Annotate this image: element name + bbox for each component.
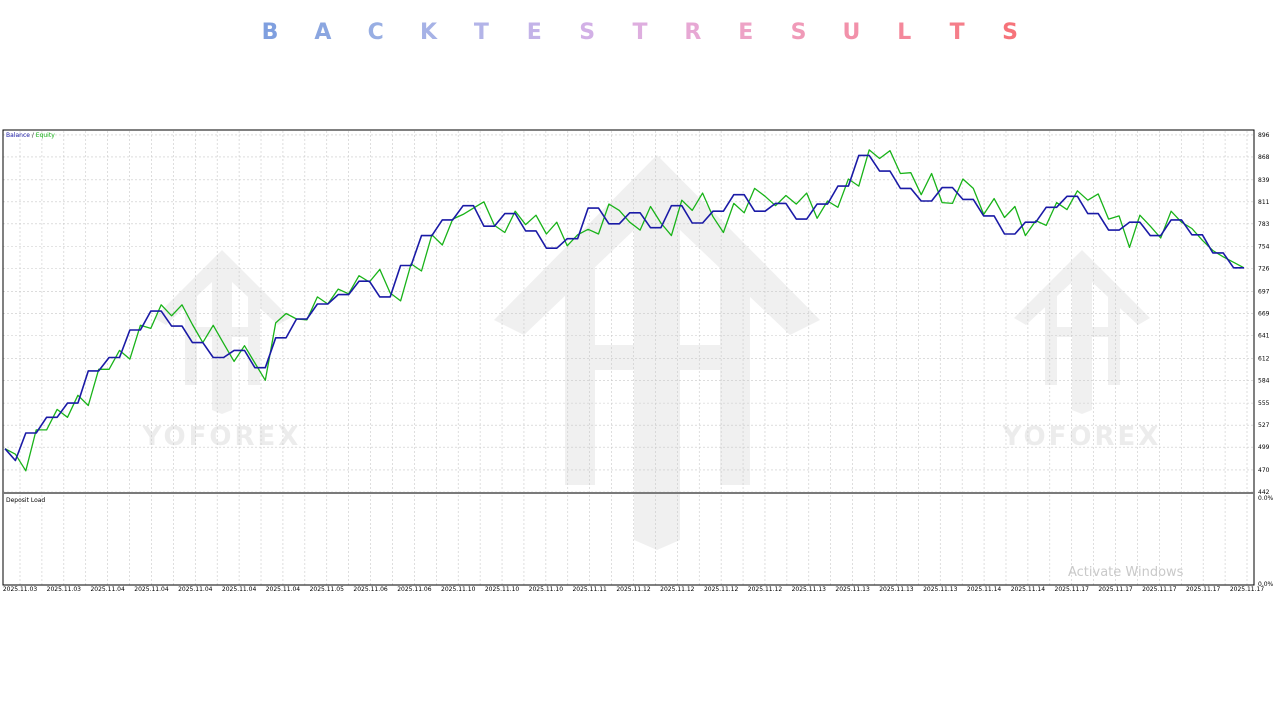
title-letter: S — [579, 20, 596, 45]
title-letter: T — [473, 20, 489, 45]
center-logo-watermark — [494, 155, 820, 550]
deposit-load-top-tick: 0.0% — [1258, 495, 1274, 502]
legend-separator: / — [30, 132, 36, 139]
x-tick-label: 2025.11.04 — [266, 586, 301, 593]
title-letter: K — [420, 20, 438, 45]
title-letter: C — [367, 20, 384, 45]
x-tick-label: 2025.11.14 — [967, 586, 1002, 593]
y-tick-label: 811 — [1258, 199, 1270, 206]
title-letter: E — [738, 20, 754, 45]
y-tick-label: 783 — [1258, 221, 1270, 228]
x-tick-label: 2025.11.04 — [134, 586, 169, 593]
x-tick-label: 2025.11.13 — [835, 586, 870, 593]
balance-line — [4, 154, 1244, 462]
title-letter: T — [632, 20, 648, 45]
x-tick-label: 2025.11.10 — [485, 586, 520, 593]
y-tick-label: 697 — [1258, 288, 1270, 295]
legend-equity: Equity — [36, 132, 55, 139]
x-tick-label: 2025.11.17 — [1230, 586, 1265, 593]
y-tick-label: 839 — [1258, 177, 1270, 184]
equity-line — [4, 149, 1245, 472]
legend: Balance / Equity — [6, 132, 55, 139]
x-tick-label: 2025.11.12 — [748, 586, 783, 593]
x-tick-label: 2025.11.03 — [47, 586, 82, 593]
x-tick-label: 2025.11.11 — [572, 586, 607, 593]
x-tick-label: 2025.11.17 — [1142, 586, 1177, 593]
x-tick-label: 2025.11.17 — [1098, 586, 1133, 593]
title-letter: S — [790, 20, 807, 45]
y-tick-label: 612 — [1258, 355, 1270, 362]
chart-frame — [2, 129, 1255, 586]
y-tick-label: 499 — [1258, 444, 1270, 451]
left-logo-watermark — [154, 250, 290, 414]
title-letter: T — [949, 20, 965, 45]
title-letter: A — [314, 20, 332, 45]
activate-windows-notice: Activate Windows — [1068, 565, 1184, 580]
y-tick-label: 669 — [1258, 310, 1270, 317]
panel-separator — [3, 492, 1254, 494]
x-tick-label: 2025.11.12 — [704, 586, 739, 593]
x-tick-label: 2025.11.03 — [3, 586, 38, 593]
series-layer — [4, 149, 1245, 472]
x-tick-label: 2025.11.04 — [178, 586, 213, 593]
title-letter: L — [897, 20, 912, 45]
x-tick-label: 2025.11.04 — [222, 586, 257, 593]
x-tick-label: 2025.11.12 — [660, 586, 695, 593]
x-axis: 2025.11.03 2025.11.03 2025.11.04 2025.11.04… — [3, 586, 1265, 593]
x-tick-label: 2025.11.17 — [1186, 586, 1221, 593]
x-tick-label: 2025.11.17 — [1055, 586, 1090, 593]
x-tick-label: 2025.11.04 — [90, 586, 125, 593]
x-tick-label: 2025.11.10 — [441, 586, 476, 593]
right-logo-watermark — [1014, 250, 1150, 414]
y-tick-label: 896 — [1258, 132, 1270, 139]
x-tick-label: 2025.11.12 — [616, 586, 651, 593]
title-letter: U — [842, 20, 861, 45]
x-tick-label: 2025.11.13 — [792, 586, 827, 593]
title-letter: S — [1002, 20, 1018, 45]
x-tick-label: 2025.11.10 — [529, 586, 564, 593]
title-letter: E — [526, 20, 542, 45]
y-tick-label: 641 — [1258, 332, 1270, 339]
y-tick-label: 470 — [1258, 467, 1270, 474]
title-letter: B — [261, 20, 279, 45]
x-tick-label: 2025.11.13 — [879, 586, 914, 593]
x-tick-label: 2025.11.13 — [923, 586, 958, 593]
deposit-load-label: Deposit Load — [6, 497, 45, 504]
watermark-left-text: YOFOREX — [142, 422, 302, 452]
legend-balance: Balance — [6, 132, 30, 139]
x-tick-label: 2025.11.06 — [397, 586, 432, 593]
deposit-load-bottom-tick: 0.0% — [1258, 581, 1274, 588]
y-tick-label: 584 — [1258, 377, 1270, 384]
y-tick-label: 754 — [1258, 244, 1270, 251]
y-tick-label: 868 — [1258, 154, 1270, 161]
y-tick-label: 527 — [1258, 422, 1270, 429]
y-tick-label: 555 — [1258, 400, 1270, 407]
title-letter: R — [684, 20, 702, 45]
x-tick-label: 2025.11.14 — [1011, 586, 1046, 593]
y-tick-label: 442 — [1258, 489, 1270, 496]
x-tick-label: 2025.11.06 — [353, 586, 388, 593]
x-tick-label: 2025.11.05 — [310, 586, 345, 593]
y-tick-label: 726 — [1258, 266, 1270, 273]
y-axis: 896 868 839 811 783 754 726 697 669 641 612 584 555 5… — [1258, 132, 1270, 496]
